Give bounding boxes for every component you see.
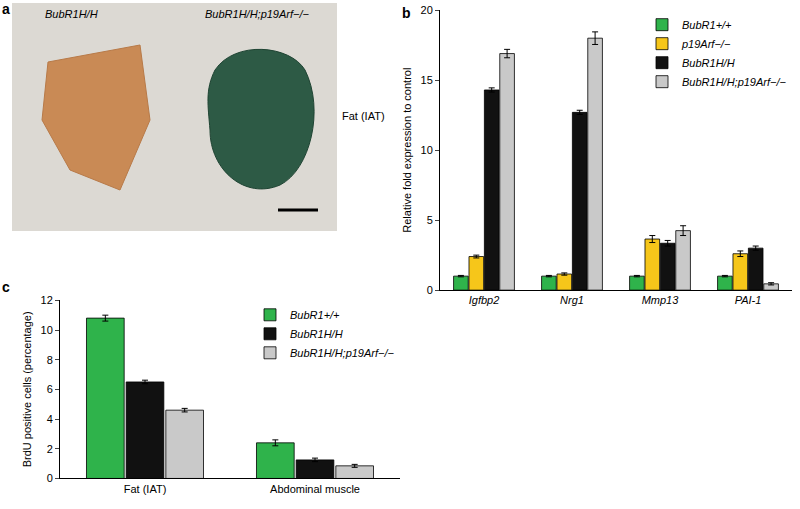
svg-text:BubR1H/H;p19Arf−/−: BubR1H/H;p19Arf−/−	[205, 8, 310, 20]
svg-text:BubR1+/+: BubR1+/+	[290, 309, 340, 321]
svg-text:Fat (IAT): Fat (IAT)	[342, 110, 385, 122]
svg-text:b: b	[402, 5, 411, 21]
svg-text:0: 0	[427, 284, 433, 296]
svg-text:a: a	[2, 1, 10, 17]
svg-text:20: 20	[421, 4, 433, 16]
svg-text:Abdominal muscle: Abdominal muscle	[270, 483, 360, 495]
svg-text:8: 8	[47, 354, 53, 366]
svg-text:BubR1+/+: BubR1+/+	[682, 19, 732, 31]
svg-text:p19Arf−/−: p19Arf−/−	[681, 38, 731, 50]
svg-text:Relative fold expression to co: Relative fold expression to control	[401, 68, 413, 233]
svg-text:Nrg1: Nrg1	[560, 294, 584, 306]
svg-text:2: 2	[47, 443, 53, 455]
svg-text:0: 0	[47, 472, 53, 484]
svg-text:BubR1H/H: BubR1H/H	[45, 8, 98, 20]
svg-text:10: 10	[421, 144, 433, 156]
svg-text:Fat (IAT): Fat (IAT)	[124, 483, 167, 495]
svg-text:PAI-1: PAI-1	[735, 294, 762, 306]
svg-text:Igfbp2: Igfbp2	[469, 294, 500, 306]
svg-text:c: c	[2, 279, 10, 295]
svg-text:4: 4	[47, 413, 53, 425]
svg-text:BubR1H/H: BubR1H/H	[682, 57, 735, 69]
svg-text:5: 5	[427, 214, 433, 226]
svg-text:Mmp13: Mmp13	[642, 294, 680, 306]
svg-text:15: 15	[421, 74, 433, 86]
svg-text:12: 12	[41, 294, 53, 306]
svg-text:BubR1H/H;p19Arf−/−: BubR1H/H;p19Arf−/−	[290, 347, 395, 359]
svg-text:BrdU positive cells (percentag: BrdU positive cells (percentage)	[21, 311, 33, 467]
svg-text:BubR1H/H: BubR1H/H	[290, 328, 343, 340]
svg-text:BubR1H/H;p19Arf−/−: BubR1H/H;p19Arf−/−	[682, 76, 787, 88]
svg-text:10: 10	[41, 324, 53, 336]
svg-text:6: 6	[47, 383, 53, 395]
